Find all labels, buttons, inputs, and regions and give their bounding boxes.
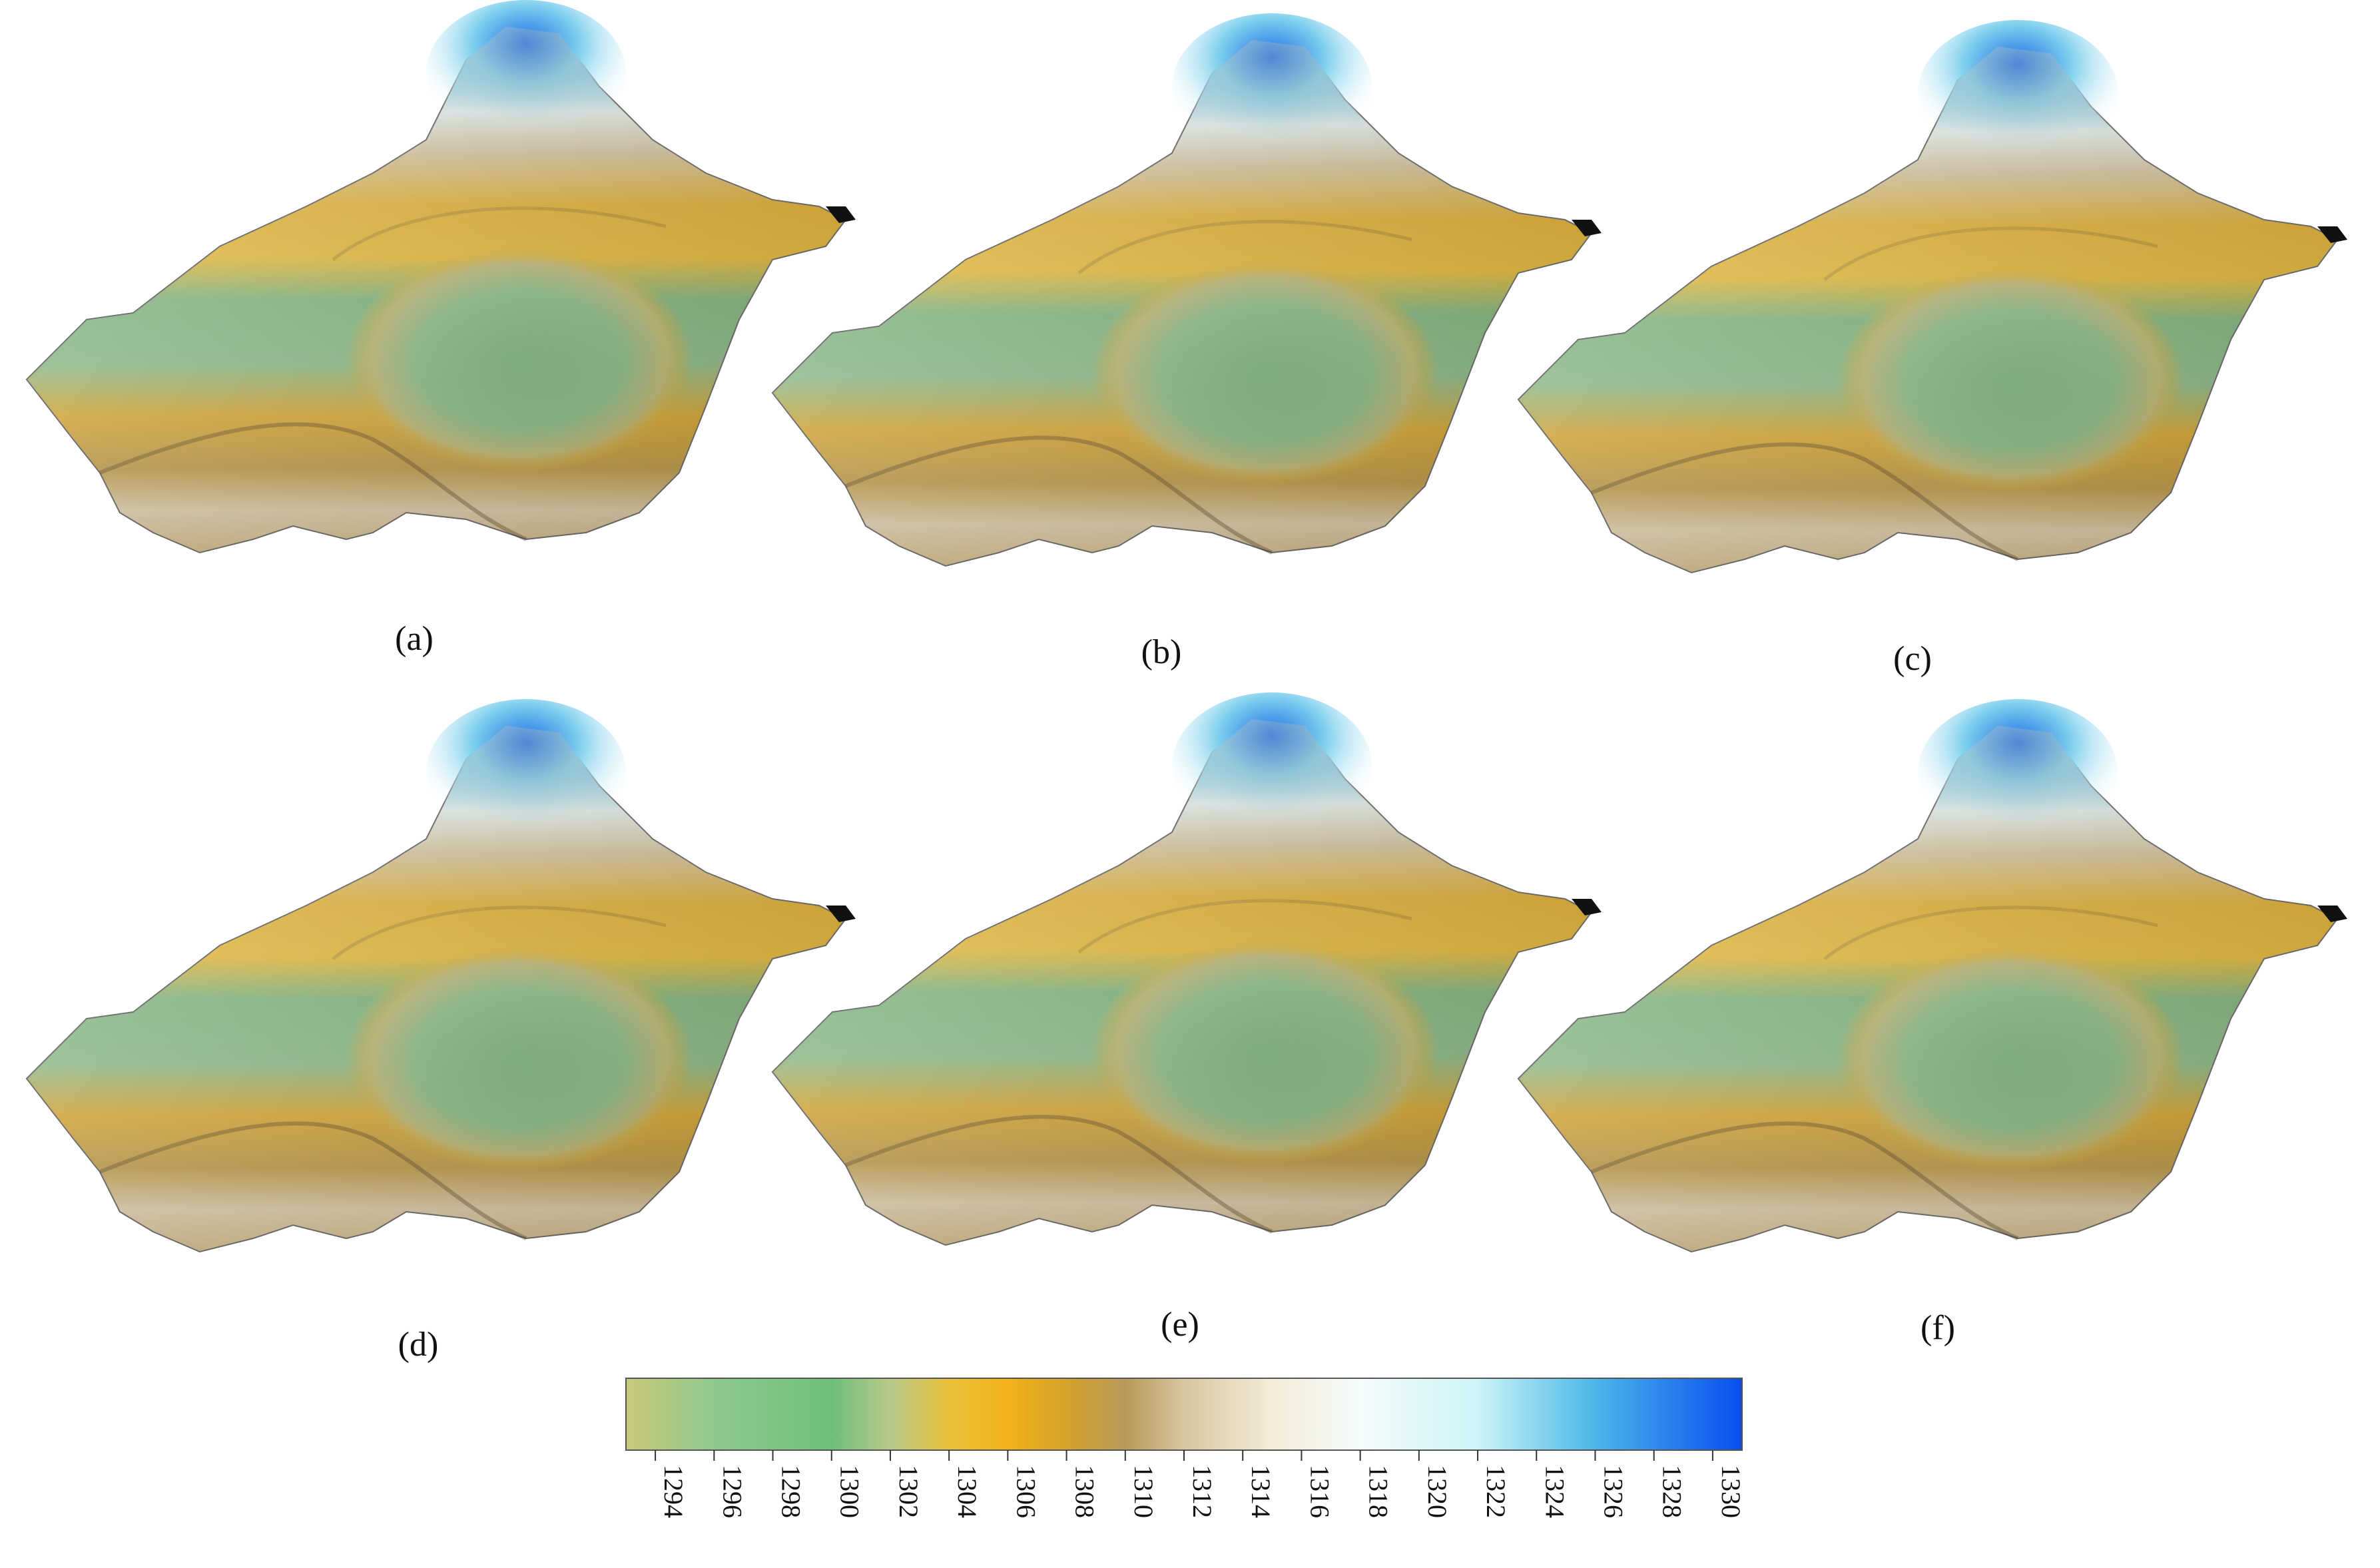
colorbar-tick-label: 1330 xyxy=(1716,1465,1746,1518)
colorbar-tick-label: 1326 xyxy=(1598,1465,1628,1518)
colorbar-tick-label: 1314 xyxy=(1246,1465,1276,1518)
colorbar-tick-label: 1298 xyxy=(776,1465,806,1518)
colorbar-tick-label: 1304 xyxy=(952,1465,982,1518)
colorbar-tick-label: 1308 xyxy=(1070,1465,1100,1518)
colorbar-tick-label: 1300 xyxy=(835,1465,865,1518)
colorbar-tick-label: 1294 xyxy=(659,1465,689,1518)
panel-label-a: (a) xyxy=(395,620,434,658)
colorbar-tick-label: 1324 xyxy=(1540,1465,1570,1518)
colorbar-tick-label: 1312 xyxy=(1187,1465,1217,1518)
panel-label-b: (b) xyxy=(1141,633,1182,671)
colorbar-tick-label: 1318 xyxy=(1364,1465,1394,1518)
colorbar-tick-label: 1316 xyxy=(1305,1465,1335,1518)
colorbar-gradient xyxy=(625,1378,1743,1451)
panel-label-c: (c) xyxy=(1893,640,1932,678)
colorbar-tick-label: 1322 xyxy=(1481,1465,1511,1518)
colorbar-tick-label: 1296 xyxy=(717,1465,747,1518)
colorbar-tick-label: 1320 xyxy=(1422,1465,1452,1518)
panel-label-e: (e) xyxy=(1161,1306,1199,1344)
colorbar-tick-label: 1306 xyxy=(1011,1465,1041,1518)
colorbar-tick-label: 1328 xyxy=(1657,1465,1687,1518)
panel-label-f: (f) xyxy=(1921,1309,1955,1347)
panel-label-d: (d) xyxy=(398,1326,439,1364)
colorbar-ticks: 1294 1296 1298 1300 1302 1304 1306 1308 1310 1312… xyxy=(655,1450,1746,1518)
colorbar-tick-label: 1310 xyxy=(1129,1465,1159,1518)
colorbar-tick-label: 1302 xyxy=(894,1465,924,1518)
